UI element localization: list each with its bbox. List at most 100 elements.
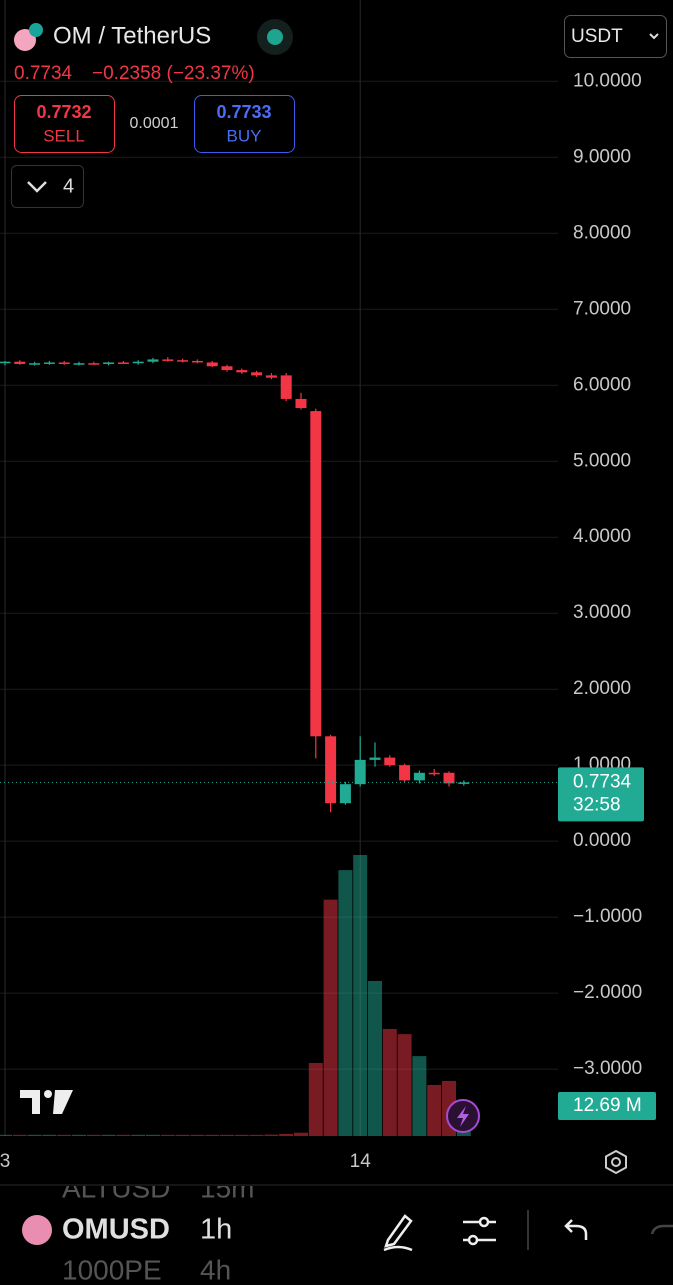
candle-body <box>88 363 100 365</box>
draw-tool[interactable] <box>383 1214 413 1252</box>
sell-price: 0.7732 <box>36 102 91 122</box>
y-tick-label: 8.0000 <box>573 222 631 243</box>
y-tick-label: −2.0000 <box>573 982 642 1003</box>
y-tick-label: 4.0000 <box>573 526 631 547</box>
lightning-icon <box>457 1106 469 1127</box>
volume-bar <box>368 980 382 1136</box>
volume-bar <box>27 1134 42 1136</box>
indicators-toggle[interactable] <box>11 165 84 208</box>
sell-label: SELL <box>43 126 85 145</box>
gear-icon <box>605 1149 627 1175</box>
volume-bar <box>220 1134 234 1136</box>
picker-interval: 4h <box>200 1254 231 1280</box>
volume-bar <box>101 1134 116 1136</box>
y-tick-label: 0.0000 <box>573 830 631 851</box>
candle-body <box>162 359 174 361</box>
buy-price: 0.7733 <box>216 102 271 122</box>
buy-button[interactable] <box>194 95 295 153</box>
volume-bar <box>57 1134 72 1136</box>
candle-body <box>29 363 41 365</box>
countdown: 32:58 <box>573 794 621 815</box>
buy-label: BUY <box>227 126 262 145</box>
volume-tag <box>558 1092 656 1121</box>
candle-body <box>339 784 351 804</box>
currency-dropdown[interactable] <box>564 15 667 58</box>
candle-body <box>236 370 248 373</box>
candle-body <box>177 360 189 362</box>
y-tick-label: 5.0000 <box>573 450 631 471</box>
volume-bar <box>308 1062 323 1136</box>
picker-symbol: ALTUSD <box>62 1172 170 1203</box>
candle-body <box>310 411 322 737</box>
candle-body <box>221 366 233 371</box>
volume-bar <box>338 870 353 1136</box>
volume-bar <box>323 899 338 1136</box>
candle-body <box>147 359 159 362</box>
undo-button[interactable] <box>564 1219 588 1240</box>
y-tick-label: 3.0000 <box>573 602 631 623</box>
candle-body <box>251 372 263 376</box>
volume-bar <box>86 1134 101 1136</box>
indicator-settings[interactable] <box>463 1216 496 1246</box>
volume-bar <box>279 1133 294 1136</box>
candle-body <box>295 398 307 409</box>
x-tick-label: 3 <box>0 1151 10 1172</box>
candle-body <box>132 361 144 364</box>
candle-body <box>191 360 203 363</box>
volume-bar <box>42 1134 57 1136</box>
x-tick-label: 14 <box>350 1151 372 1172</box>
candle-body <box>103 362 115 364</box>
last-price: 0.7734 <box>14 63 73 84</box>
candle-body <box>14 361 26 364</box>
candle-body <box>43 362 55 364</box>
symbol-title[interactable]: OM / TetherUS <box>53 22 211 49</box>
volume-bar <box>205 1134 220 1136</box>
dropdown-arrow <box>649 33 659 40</box>
tv-logo <box>20 1090 73 1114</box>
indicators-count: 4 <box>63 175 74 197</box>
spread: 0.0001 <box>130 115 179 132</box>
y-tick-label: 6.0000 <box>573 374 631 395</box>
y-tick-label: 2.0000 <box>573 678 631 699</box>
candle-body <box>384 757 396 766</box>
volume-bar <box>397 1034 412 1136</box>
last-price-label: 0.7734 <box>573 771 632 792</box>
volume-bar <box>412 1056 427 1136</box>
candle-body <box>0 361 11 364</box>
picker-logo <box>22 1215 52 1245</box>
gear-hole <box>611 1157 621 1167</box>
candle-body <box>206 362 218 367</box>
status-dot <box>267 29 283 45</box>
candle-body <box>265 375 277 378</box>
redo-button[interactable] <box>650 1224 673 1235</box>
volume-bar <box>0 1134 12 1136</box>
picker-interval: 15m <box>200 1172 254 1203</box>
volume-bar <box>72 1134 86 1136</box>
symbol-picker[interactable]: ALTUSD 15m OMUSD 1h 1000PE 4h <box>62 1172 254 1280</box>
candle-body <box>399 765 411 781</box>
volume-bar <box>131 1134 146 1136</box>
symbol-logo <box>14 29 36 51</box>
volume-bar <box>264 1134 279 1136</box>
volume-bar <box>12 1134 27 1136</box>
volume-bar <box>427 1084 442 1136</box>
picker-interval: 1h <box>200 1214 232 1246</box>
volume-bar <box>294 1132 308 1136</box>
currency: USDT <box>571 26 623 47</box>
volume-label: 12.69 M <box>573 1095 642 1116</box>
candle-body <box>58 362 70 364</box>
sell-button[interactable] <box>14 95 115 153</box>
candle-body <box>428 772 440 775</box>
chevron-icon <box>27 181 47 193</box>
candle-body <box>280 375 292 399</box>
candle-body <box>73 363 85 365</box>
volume-bar <box>190 1134 205 1136</box>
y-tick-label: 9.0000 <box>573 146 631 167</box>
candle-body <box>413 772 425 781</box>
settings-button[interactable] <box>605 1149 627 1175</box>
candle-body <box>117 362 129 364</box>
volume-bar <box>160 1134 175 1136</box>
volume-bar <box>175 1134 190 1136</box>
